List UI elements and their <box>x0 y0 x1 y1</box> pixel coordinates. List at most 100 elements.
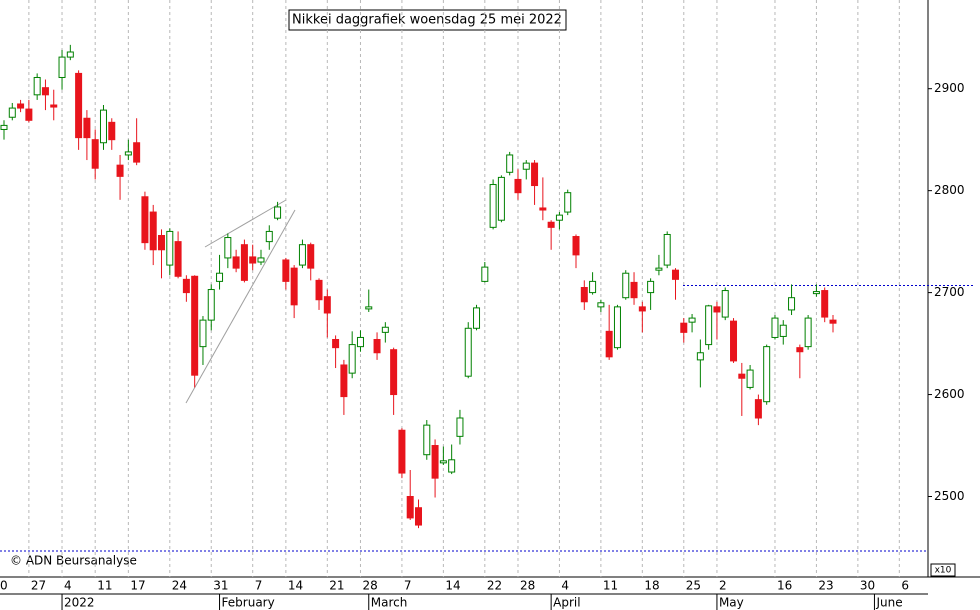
x-tick-label: 6 <box>901 579 909 593</box>
candle-body <box>406 495 414 519</box>
candle-body <box>464 327 472 377</box>
candle-body <box>688 317 696 323</box>
candle-body <box>398 429 406 474</box>
candle-body <box>555 214 563 221</box>
candle-body <box>348 344 356 374</box>
candle-body <box>655 267 663 271</box>
candle-body <box>564 192 572 213</box>
x-tick-label: 2 <box>719 579 727 593</box>
candle-body <box>182 278 190 294</box>
candle-body <box>771 317 779 338</box>
candle-body <box>580 287 588 303</box>
candle-body <box>265 230 273 243</box>
candle-body <box>166 230 174 266</box>
candle-body <box>497 176 505 221</box>
candle-body <box>796 347 804 353</box>
candle-body <box>589 280 597 294</box>
month-label: March <box>371 596 408 610</box>
candle-body <box>390 349 398 396</box>
y-tick-label: 2900 <box>934 81 965 95</box>
candle-body <box>315 279 323 301</box>
chart-title: Nikkei daggrafiek woensdag 25 mei 2022 <box>292 13 562 28</box>
title-box <box>288 9 567 31</box>
candle-body <box>224 237 232 259</box>
x-tick-label: 0 <box>0 579 8 593</box>
candle-body <box>481 266 489 282</box>
candle-body <box>191 275 199 376</box>
candle-body <box>738 373 746 379</box>
candle-body <box>8 107 16 118</box>
y-tick-label: 2600 <box>934 387 965 401</box>
candle-body <box>149 211 157 251</box>
x-tick-label: 31 <box>213 579 228 593</box>
candle-body <box>804 317 812 348</box>
candle-body <box>821 290 829 318</box>
y-tick-label: 2800 <box>934 183 965 197</box>
candle-body <box>415 507 422 526</box>
x-tick-label: 11 <box>97 579 112 593</box>
candle-body <box>489 184 497 228</box>
candle-body <box>307 244 315 269</box>
candle-body <box>282 259 290 282</box>
month-label: May <box>719 596 744 610</box>
candle-body <box>663 233 671 266</box>
candle-body <box>730 320 738 362</box>
candle-body <box>381 326 389 333</box>
source: © ADN Beursanalyse <box>10 554 137 568</box>
candle-body <box>713 306 721 313</box>
candle-body <box>473 307 481 329</box>
x-tick-label: 23 <box>818 579 833 593</box>
candle-body <box>174 241 182 277</box>
candle-body <box>290 267 298 306</box>
candle-body <box>448 459 456 473</box>
candle-body <box>257 257 265 263</box>
trend-line <box>204 199 287 248</box>
candle-body <box>373 338 381 354</box>
candle-body <box>41 87 49 96</box>
x-tick-label: 28 <box>520 579 535 593</box>
x-tick-label: 27 <box>31 579 46 593</box>
candle-body <box>249 256 257 264</box>
x-tick-label: 11 <box>603 579 618 593</box>
candle-body <box>199 319 207 348</box>
candle-body <box>522 162 530 170</box>
candle-body <box>116 164 124 177</box>
candle-body <box>746 369 754 388</box>
candle-body <box>630 281 638 299</box>
candle-body <box>547 221 555 228</box>
candle-body <box>332 338 340 349</box>
candle-body <box>356 336 364 348</box>
month-label: February <box>222 596 275 610</box>
x-tick-label: 25 <box>686 579 701 593</box>
x-tick-label: 17 <box>130 579 145 593</box>
month-label: June <box>875 596 902 610</box>
candle-body <box>365 306 373 310</box>
candle-body <box>779 324 787 337</box>
candle-body <box>531 162 539 187</box>
y-tick-label: 2700 <box>934 285 965 299</box>
candle-body <box>340 364 348 398</box>
candle-body <box>671 269 679 280</box>
x-tick-label: 14 <box>445 579 460 593</box>
candle-body <box>216 272 224 282</box>
candle-body <box>539 207 547 211</box>
candle-body <box>158 235 166 251</box>
candle-body <box>83 117 91 139</box>
candle-body <box>622 272 630 299</box>
x-tick-label: 4 <box>561 579 569 593</box>
candle-body <box>754 399 762 419</box>
candle-body <box>788 297 796 311</box>
candle-body <box>721 290 729 318</box>
month-label: April <box>553 596 580 610</box>
x-tick-label: 18 <box>644 579 659 593</box>
candle-body <box>680 322 688 333</box>
candle-body <box>705 305 713 346</box>
candle-body <box>812 291 820 295</box>
y-tick-label: 2500 <box>934 489 965 503</box>
candle-body <box>572 236 580 256</box>
candle-body <box>638 306 646 312</box>
candle-body <box>506 154 514 173</box>
candle-body <box>431 445 439 479</box>
